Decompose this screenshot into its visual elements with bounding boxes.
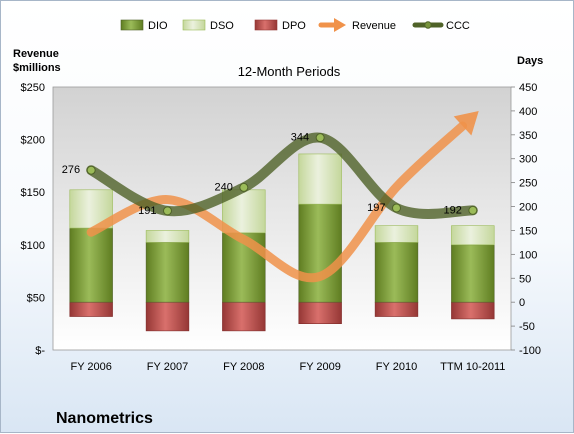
right-tick-label: 0 <box>519 297 525 309</box>
right-tick-label: 200 <box>519 202 537 214</box>
legend-swatch-ccc <box>412 21 444 29</box>
revenue-line <box>86 121 468 283</box>
dio-bar <box>298 203 342 303</box>
ccc-point <box>163 206 172 216</box>
right-tick-label: 450 <box>519 82 537 94</box>
legend-label-ccc: CCC <box>446 20 470 32</box>
ccc-data-label: 240 <box>214 181 232 193</box>
dio-bar <box>374 242 419 303</box>
left-axis: $- $50 $100 $150 $200 $250 <box>21 82 46 357</box>
right-tick-label: 350 <box>519 130 537 142</box>
left-tick-label: $100 <box>21 240 45 252</box>
dio-bar <box>451 244 495 303</box>
dio-bar <box>69 227 113 303</box>
dso-bar <box>298 153 342 205</box>
left-tick-label: $250 <box>21 82 45 94</box>
category-label: FY 2006 <box>70 361 111 373</box>
left-tick-label: $- <box>35 345 45 357</box>
category-label: TTM 10-2011 <box>440 361 505 373</box>
ccc-point <box>315 133 325 143</box>
ccc-point <box>392 203 401 213</box>
dso-bar <box>145 230 190 243</box>
ccc-series: 276 191 240 344 197 192 <box>62 132 478 219</box>
left-tick-label: $200 <box>21 135 45 147</box>
right-tick-label: -100 <box>519 345 541 357</box>
chart-subtitle: 12-Month Periods <box>238 64 341 79</box>
dpo-bar <box>374 301 419 317</box>
right-tick-label: 250 <box>519 178 537 190</box>
category-axis: FY 2006 FY 2007 FY 2008 FY 2009 FY 2010 TTM 1… <box>70 361 505 373</box>
legend-label-dio: DIO <box>148 20 168 32</box>
ccc-data-label: 344 <box>291 132 309 144</box>
right-tick-label: 150 <box>519 225 537 237</box>
dpo-bar <box>298 301 342 325</box>
revenue-arrowhead <box>453 111 479 136</box>
ccc-data-label: 276 <box>62 164 80 176</box>
left-tick-label: $50 <box>27 292 45 304</box>
right-tick-label: 300 <box>519 154 537 166</box>
legend-label-dpo: DPO <box>282 20 306 32</box>
ccc-data-label: 192 <box>443 204 461 216</box>
ccc-point <box>239 182 249 192</box>
dpo-bar <box>451 301 495 320</box>
dpo-bar <box>69 301 113 317</box>
ccc-point <box>468 205 478 215</box>
right-tick-label: -50 <box>519 321 535 333</box>
category-label: FY 2007 <box>147 361 188 373</box>
right-axis: -100 -50 0 50 100 150 200 250 300 350 400 450 <box>511 82 541 357</box>
dso-bar <box>451 225 495 246</box>
left-tick-label: $150 <box>21 187 45 199</box>
legend-swatch-dpo <box>254 19 278 31</box>
right-axis-title: Days <box>517 55 543 67</box>
category-label: FY 2009 <box>299 361 340 373</box>
legend: DIO DSO DPO Revenue CCC <box>120 18 470 32</box>
legend-label-revenue: Revenue <box>352 20 396 32</box>
dso-bar <box>374 225 419 243</box>
ccc-data-label: 191 <box>138 205 156 217</box>
revenue-series <box>86 111 479 283</box>
category-label: FY 2010 <box>376 361 417 373</box>
dpo-bar <box>145 301 190 332</box>
ccc-point <box>86 165 96 175</box>
right-tick-label: 100 <box>519 249 537 261</box>
left-axis-title-line1: Revenue <box>13 48 59 60</box>
left-axis-title-line2: $millions <box>13 62 61 74</box>
legend-swatch-dso <box>182 19 206 31</box>
legend-swatch-dio <box>120 19 144 31</box>
dpo-bar <box>222 301 266 332</box>
dio-bar <box>145 242 190 303</box>
legend-label-dso: DSO <box>210 20 234 32</box>
category-label: FY 2008 <box>223 361 264 373</box>
right-tick-label: 50 <box>519 273 531 285</box>
company-name: Nanometrics <box>56 410 153 427</box>
right-tick-label: 400 <box>519 106 537 118</box>
legend-swatch-revenue <box>318 18 346 32</box>
ccc-data-label: 197 <box>367 202 385 214</box>
